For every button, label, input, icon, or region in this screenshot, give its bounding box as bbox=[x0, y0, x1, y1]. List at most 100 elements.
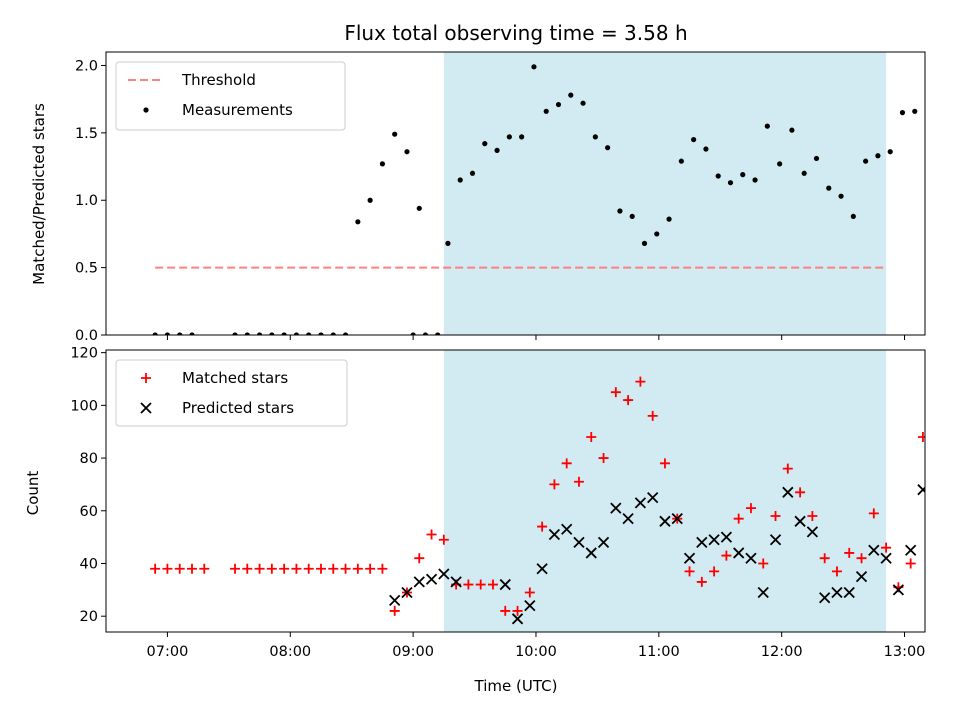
x-tick-label: 13:00 bbox=[884, 644, 926, 660]
matched-point bbox=[795, 487, 806, 498]
matched-point bbox=[328, 563, 339, 574]
y-tick-label: 20 bbox=[80, 609, 98, 625]
matched-point bbox=[389, 605, 400, 616]
matched-point bbox=[647, 410, 658, 421]
predicted-point bbox=[880, 552, 892, 564]
measurement-point bbox=[189, 332, 195, 335]
predicted-point bbox=[413, 576, 425, 588]
measurement-point bbox=[568, 92, 574, 98]
predicted-point bbox=[696, 536, 708, 549]
axes-frame bbox=[105, 349, 926, 633]
matched-point bbox=[807, 511, 818, 522]
measurement-point bbox=[691, 136, 697, 143]
predicted-point bbox=[659, 515, 671, 527]
y-tick-label: 0.5 bbox=[75, 261, 98, 277]
legend-label: Threshold bbox=[181, 71, 256, 89]
measurement-point bbox=[838, 193, 844, 199]
matched-point bbox=[303, 563, 314, 574]
measurement-point bbox=[281, 332, 287, 335]
predicted-point bbox=[745, 552, 757, 564]
matched-point bbox=[917, 431, 925, 442]
matched-point bbox=[229, 563, 240, 574]
matched-point bbox=[770, 511, 781, 522]
matched-point bbox=[598, 453, 609, 464]
predicted-point bbox=[782, 486, 794, 498]
predicted-point bbox=[843, 586, 855, 599]
matched-point bbox=[266, 563, 277, 574]
predicted-point bbox=[892, 584, 905, 596]
measurement-point bbox=[445, 240, 451, 246]
measurement-point bbox=[164, 332, 171, 335]
measurement-point bbox=[555, 101, 562, 108]
legend-measurement-swatch bbox=[143, 107, 149, 113]
plot-area bbox=[152, 52, 925, 335]
matched-point bbox=[782, 463, 793, 474]
plot-area bbox=[150, 350, 925, 632]
legend-frame bbox=[115, 359, 348, 427]
predicted-point bbox=[536, 563, 548, 575]
matched-point bbox=[537, 521, 548, 532]
measurement-point bbox=[494, 147, 500, 153]
measurement-point bbox=[715, 173, 721, 179]
legend-label: Predicted stars bbox=[182, 399, 294, 417]
measurement-point bbox=[605, 145, 611, 151]
x-tick-label: 12:00 bbox=[761, 644, 803, 660]
measurement-point bbox=[887, 149, 893, 155]
measurement-point bbox=[777, 161, 783, 167]
predicted-point bbox=[499, 578, 511, 591]
y-tick-label: 2.0 bbox=[75, 58, 98, 74]
legend-predicted-swatch bbox=[140, 402, 152, 414]
y-tick-label: 0.0 bbox=[75, 328, 98, 344]
x-tick-label: 11:00 bbox=[638, 644, 680, 660]
measurement-point bbox=[293, 332, 300, 335]
predicted-point bbox=[733, 547, 745, 559]
matched-point bbox=[242, 563, 253, 574]
measurement-point bbox=[367, 197, 373, 203]
predicted-point bbox=[511, 613, 524, 625]
matched-point bbox=[186, 563, 197, 574]
matched-point bbox=[561, 458, 572, 469]
shaded-region bbox=[443, 350, 887, 632]
matched-point bbox=[881, 542, 892, 553]
measurement-point bbox=[863, 158, 869, 164]
measurement-point bbox=[177, 332, 183, 335]
measurement-point bbox=[244, 332, 250, 335]
matched-point bbox=[426, 529, 437, 540]
measurement-point bbox=[740, 172, 746, 178]
measurement-point bbox=[256, 332, 263, 335]
measurement-point bbox=[330, 332, 336, 335]
matched-point bbox=[377, 563, 388, 574]
x-axis-label: Time (UTC) bbox=[474, 677, 558, 695]
measurement-point bbox=[912, 108, 918, 114]
predicted-point bbox=[450, 576, 462, 588]
matched-point bbox=[150, 563, 161, 574]
measurement-point bbox=[342, 332, 349, 335]
predicted-point bbox=[806, 526, 819, 538]
measurement-point bbox=[678, 158, 684, 164]
matched-point bbox=[733, 513, 744, 524]
measurement-point bbox=[469, 170, 476, 176]
predicted-point bbox=[622, 513, 634, 525]
measurement-point bbox=[752, 177, 758, 183]
bottom-y-axis-label: Count bbox=[24, 471, 42, 516]
measurement-point bbox=[435, 332, 441, 335]
matched-point bbox=[758, 558, 769, 569]
measurement-point bbox=[666, 216, 672, 222]
x-tick-label: 07:00 bbox=[147, 644, 189, 660]
matched-point bbox=[315, 563, 326, 574]
y-tick-label: 1.0 bbox=[75, 193, 98, 209]
matched-point bbox=[745, 503, 756, 514]
y-tick-label: 40 bbox=[80, 556, 98, 572]
matched-point bbox=[696, 576, 707, 587]
matched-point bbox=[610, 387, 621, 398]
matched-point bbox=[684, 566, 695, 577]
measurement-point bbox=[580, 100, 586, 106]
top-panel: 0.0 0.5 1.0 1.5 2.0 Threshold Measurements bbox=[75, 51, 926, 344]
measurement-point bbox=[703, 146, 709, 152]
predicted-point bbox=[868, 544, 880, 556]
matched-point bbox=[856, 553, 867, 564]
measurement-point bbox=[482, 141, 488, 147]
matched-point bbox=[475, 579, 486, 590]
matched-point bbox=[623, 395, 634, 406]
measurement-point bbox=[592, 134, 598, 140]
